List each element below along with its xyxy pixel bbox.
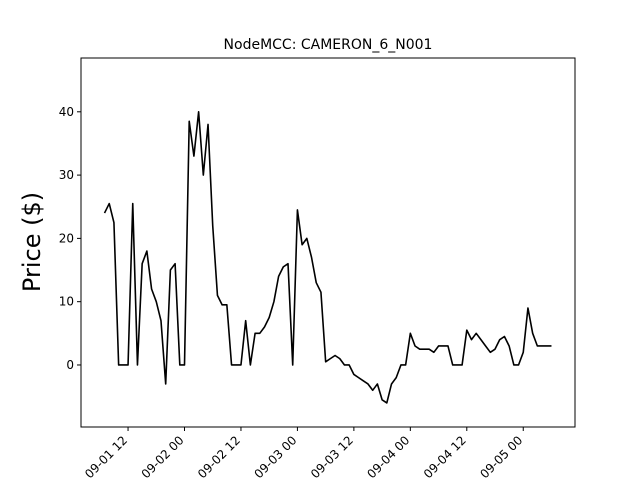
- y-axis-label: Price ($): [18, 192, 46, 292]
- x-tick-label: 09-03 12: [308, 433, 356, 480]
- plot-frame: [80, 57, 576, 428]
- y-tick-label: 20: [59, 231, 74, 245]
- x-tick-label: 09-05 00: [477, 433, 525, 480]
- y-tick-label: 0: [66, 358, 74, 372]
- y-tick-label: 10: [59, 295, 74, 309]
- y-tick-label: 30: [59, 168, 74, 182]
- x-tick-label: 09-03 00: [251, 433, 299, 480]
- x-tick-label: 09-04 12: [421, 433, 469, 480]
- y-tick-label: 40: [59, 105, 74, 119]
- x-tick-label: 09-02 12: [195, 433, 243, 480]
- x-tick-label: 09-01 12: [82, 433, 130, 480]
- x-tick-label: 09-04 00: [364, 433, 412, 480]
- chart-title: NodeMCC: CAMERON_6_N001: [224, 37, 433, 53]
- price-line: [103, 111, 552, 404]
- x-tick-label: 09-02 00: [139, 433, 187, 480]
